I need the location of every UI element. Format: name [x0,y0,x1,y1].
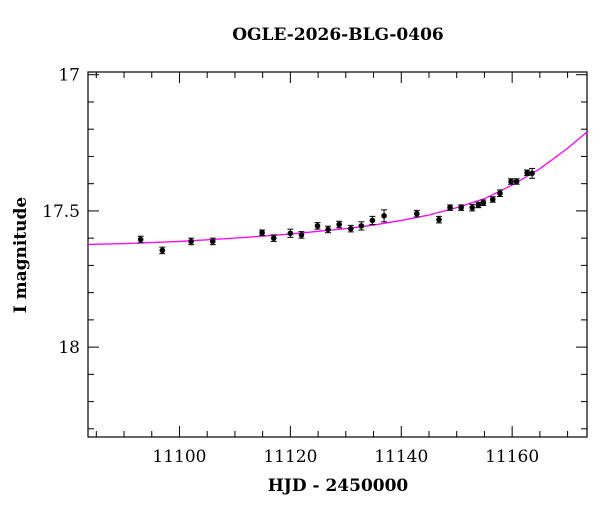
data-point-marker [259,229,265,236]
data-point-marker [348,225,354,232]
data-point [159,246,166,255]
data-point [529,167,536,179]
data-point-marker [447,204,453,211]
data-point [314,222,321,230]
data-point [347,224,354,233]
data-point [480,199,487,206]
data-point-marker [209,238,216,245]
data-point-marker [188,238,194,245]
data-point-marker [413,210,420,217]
data-point [447,204,454,211]
data-point [270,234,277,242]
data-point-marker [325,226,331,233]
data-point [475,201,482,209]
data-point-marker [524,169,530,176]
data-point [413,209,420,218]
data-point-marker [497,190,503,197]
data-point [358,221,365,231]
data-point-marker [469,204,476,211]
y-tick-label: 17 [58,66,80,86]
data-point-marker [287,230,294,237]
data-point-marker [358,223,365,229]
data-point [524,169,531,177]
data-point [259,229,266,236]
y-tick-label: 17.5 [42,202,80,222]
data-point-marker [381,213,387,219]
data-point [336,220,343,229]
data-point [325,225,332,234]
chart-title: OGLE-2026-BLG-0406 [232,25,444,45]
x-tick-label: 11140 [374,447,428,467]
data-point [209,237,216,246]
data-points-layer [137,167,536,255]
y-axis-label: I magnitude [11,197,31,314]
data-point-marker [336,221,342,228]
data-point-marker [298,232,305,238]
data-point-marker [270,235,277,241]
x-axis-label: HJD - 2450000 [268,476,409,496]
y-axis: 17 17.5 18 [42,66,587,430]
data-point-marker [480,199,487,206]
data-point [188,237,195,246]
data-point [458,204,465,211]
plot-frame [87,71,588,438]
data-point-marker [159,247,166,254]
data-point-marker [513,178,520,185]
data-point [298,231,305,239]
x-axis: 11100 11120 11140 11160 [95,72,569,467]
data-point [137,235,144,244]
x-tick-label: 11100 [152,447,206,467]
data-point-marker [458,204,464,211]
data-point [381,209,388,223]
y-tick-label: 18 [58,338,80,358]
data-point-marker [529,170,535,177]
data-point [435,215,442,224]
data-point-marker [489,196,496,203]
data-point-marker [314,223,321,229]
data-point-marker [475,202,482,208]
data-point-marker [436,216,442,223]
data-point [489,196,496,203]
data-point-marker [369,217,376,224]
data-point [469,203,476,212]
data-point [287,228,294,238]
data-point [513,178,520,185]
x-tick-label: 11160 [485,447,539,467]
data-point [508,178,515,185]
data-point-marker [508,178,514,185]
x-tick-label: 11120 [263,447,317,467]
data-point [369,215,376,226]
data-point [496,189,503,197]
data-point-marker [137,236,144,243]
